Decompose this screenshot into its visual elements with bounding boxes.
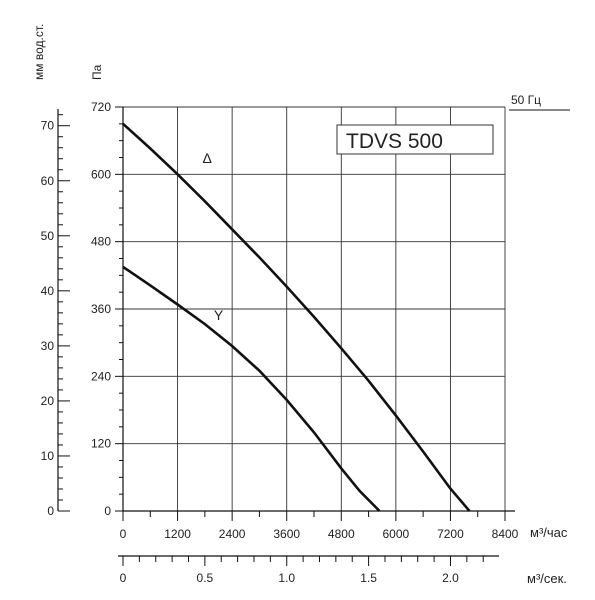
axes bbox=[57, 106, 515, 566]
x-tick-label-m3s: 2.0 bbox=[442, 571, 459, 585]
y-tick-label-pa: 240 bbox=[91, 369, 111, 383]
y-tick-label-pa: 120 bbox=[91, 437, 111, 451]
y-tick-label-mm: 20 bbox=[41, 394, 55, 408]
curve-label-y: Y bbox=[214, 307, 224, 323]
y-axis-label-pa: Па bbox=[90, 64, 104, 80]
title-box bbox=[336, 124, 494, 155]
x-tick-label-m3h: 6000 bbox=[383, 527, 410, 541]
y-tick-label-pa: 600 bbox=[91, 167, 111, 181]
y-tick-label-pa: 480 bbox=[91, 235, 111, 249]
y-axis-label-mm: мм вод.ст. bbox=[32, 24, 46, 80]
x-tick-label-m3h: 2400 bbox=[219, 527, 246, 541]
x-tick-label-m3h: 7200 bbox=[437, 527, 464, 541]
frequency-label: 50 Гц bbox=[511, 93, 541, 107]
y-tick-label-mm: 70 bbox=[41, 119, 55, 133]
x-tick-label-m3s: 1.5 bbox=[360, 571, 377, 585]
curve-delta bbox=[122, 122, 471, 512]
y-tick-label-mm: 60 bbox=[41, 174, 55, 188]
x-tick-label-m3h: 0 bbox=[120, 527, 127, 541]
curve-y bbox=[122, 265, 381, 512]
x-tick-label-m3s: 0 bbox=[120, 571, 127, 585]
x-axis-label-m3h: м³/час bbox=[530, 525, 568, 540]
x-tick-label-m3h: 1200 bbox=[164, 527, 191, 541]
grid bbox=[123, 106, 506, 511]
x-tick-label-m3h: 3600 bbox=[273, 527, 300, 541]
y-tick-label-mm: 50 bbox=[41, 229, 55, 243]
x-tick-label-m3h: 8400 bbox=[492, 527, 519, 541]
y-tick-label-mm: 0 bbox=[47, 504, 54, 518]
curves bbox=[122, 122, 471, 512]
y-tick-label-mm: 30 bbox=[41, 339, 55, 353]
y-tick-label-pa: 0 bbox=[104, 504, 111, 518]
x-tick-label-m3h: 4800 bbox=[328, 527, 355, 541]
y-tick-label-pa: 720 bbox=[91, 100, 111, 114]
x-tick-label-m3s: 0.5 bbox=[197, 571, 214, 585]
x-axis-label-m3s: м³/сек. bbox=[527, 571, 567, 586]
y-tick-label-pa: 360 bbox=[91, 302, 111, 316]
y-tick-label-mm: 10 bbox=[41, 449, 55, 463]
curve-label-delta: Δ bbox=[202, 150, 211, 166]
chart-title: TDVS 500 bbox=[346, 130, 443, 153]
x-tick-label-m3s: 1.0 bbox=[278, 571, 295, 585]
y-tick-label-mm: 40 bbox=[41, 284, 55, 298]
